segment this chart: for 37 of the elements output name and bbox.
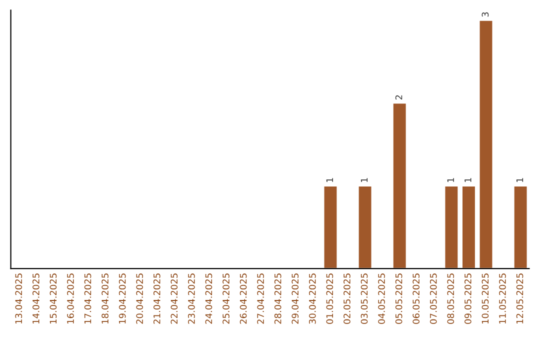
- x-tick-label: 15.04.2025: [50, 274, 57, 324]
- x-tick-label: 16.04.2025: [67, 274, 74, 324]
- x-tick-label: 18.04.2025: [102, 274, 108, 324]
- x-tick-label: 10.05.2025: [482, 274, 489, 324]
- x-tick-label: 23.04.2025: [188, 274, 195, 324]
- x-tick-label: 12.05.2025: [516, 274, 524, 324]
- data-label: 1: [360, 178, 368, 182]
- x-tick-label: 22.04.2025: [170, 274, 178, 324]
- x-tick-label: 17.04.2025: [84, 274, 92, 324]
- data-label: 1: [326, 178, 333, 182]
- x-tick-label: 07.05.2025: [430, 274, 437, 324]
- x-tick-label: 09.05.2025: [464, 274, 472, 324]
- x-tick-label: 29.04.2025: [292, 274, 299, 324]
- x-tick-label: 21.04.2025: [153, 274, 160, 324]
- data-label: 3: [482, 12, 489, 17]
- x-tick-label: 05.05.2025: [395, 274, 402, 324]
- data-label: 1: [464, 178, 472, 182]
- x-tick-label: 13.04.2025: [15, 274, 22, 324]
- data-label: 1: [447, 178, 454, 182]
- x-tick-label: 02.05.2025: [344, 274, 350, 324]
- x-tick-label: 01.05.2025: [326, 274, 334, 324]
- x-tick-label: 11.05.2025: [499, 274, 506, 324]
- x-tick-label: 14.04.2025: [32, 274, 40, 324]
- data-label: 2: [395, 95, 402, 100]
- x-tick-label: 04.05.2025: [378, 274, 385, 324]
- data-label: 1: [516, 178, 524, 182]
- x-tick-label: 20.04.2025: [136, 274, 144, 324]
- x-tick-label: 06.05.2025: [412, 274, 420, 324]
- x-tick-label: 30.04.2025: [308, 274, 316, 324]
- x-tick-label: 08.05.2025: [447, 274, 454, 324]
- x-tick-label: 25.04.2025: [222, 274, 230, 324]
- x-tick-label: 28.04.2025: [274, 274, 282, 324]
- x-tick-label: 19.04.2025: [118, 274, 126, 324]
- x-tick-label: 26.04.2025: [240, 274, 247, 324]
- x-tick-label: 24.04.2025: [205, 274, 212, 324]
- x-tick-label: 03.05.2025: [360, 274, 368, 324]
- x-tick-label: 27.04.2025: [257, 274, 264, 324]
